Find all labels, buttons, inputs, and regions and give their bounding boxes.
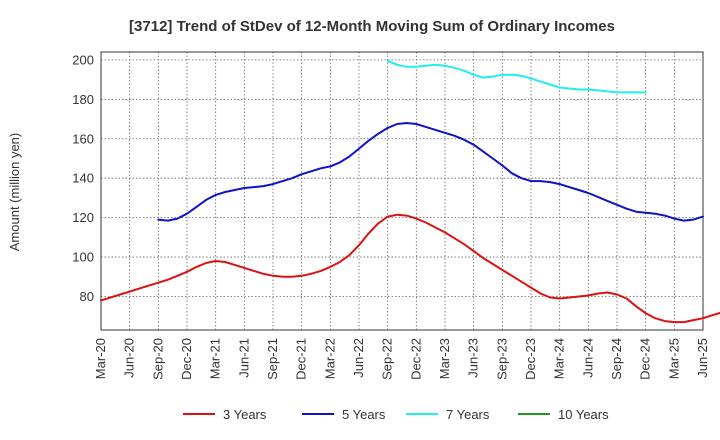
- x-tick-label: Dec-20: [179, 338, 194, 380]
- legend-label-10-years: 10 Years: [558, 407, 609, 422]
- x-tick-label: Jun-22: [351, 338, 366, 378]
- x-tick-label: Mar-24: [552, 338, 567, 379]
- series-line-5-years: [157, 122, 704, 222]
- legend-label-5-years: 5 Years: [342, 407, 386, 422]
- y-tick-label: 120: [72, 210, 94, 225]
- x-tick-label: Jun-20: [122, 338, 137, 378]
- y-tick-label: 80: [80, 289, 94, 304]
- series-line-3-years: [100, 213, 720, 324]
- legend-label-3-years: 3 Years: [223, 407, 267, 422]
- y-axis-label: Amount (million yen): [7, 133, 22, 252]
- x-tick-label: Jun-24: [580, 338, 595, 378]
- x-tick-label: Sep-20: [150, 338, 165, 380]
- y-tick-label: 200: [72, 52, 94, 67]
- x-tick-label: Mar-25: [666, 338, 681, 379]
- x-tick-label: Mar-20: [93, 338, 108, 379]
- plot-frame: [100, 51, 704, 331]
- chart-title: [3712] Trend of StDev of 12-Month Moving…: [129, 18, 615, 35]
- y-tick-label: 180: [72, 92, 94, 107]
- x-tick-label: Sep-22: [380, 338, 395, 380]
- legend-label-7-years: 7 Years: [446, 407, 490, 422]
- x-tick-label: Sep-23: [494, 338, 509, 380]
- y-tick-label: 160: [72, 131, 94, 146]
- x-tick-label: Mar-21: [208, 338, 223, 379]
- x-tick-label: Mar-22: [322, 338, 337, 379]
- x-tick-label: Jun-25: [695, 338, 710, 378]
- y-tick-label: 140: [72, 171, 94, 186]
- plot-area: Mar-20 Jun-20 Sep-20 Dec-20 Mar-21 Jun-21 Sep-…: [72, 51, 720, 380]
- x-tick-label: Jun-23: [466, 338, 481, 378]
- x-tick-label: Jun-21: [236, 338, 251, 378]
- legend: 3 Years 5 Years 7 Years 10 Years: [183, 407, 609, 422]
- x-tick-label: Mar-23: [437, 338, 452, 379]
- x-tick-label: Dec-22: [408, 338, 423, 380]
- series-line-7-years: [386, 59, 647, 94]
- x-tick-label: Sep-21: [265, 338, 280, 380]
- x-tick-label: Dec-23: [523, 338, 538, 380]
- y-tick-label: 100: [72, 250, 94, 265]
- x-tick-label: Dec-21: [294, 338, 309, 380]
- x-tick-label: Sep-24: [609, 338, 624, 380]
- x-tick-label: Dec-24: [638, 338, 653, 380]
